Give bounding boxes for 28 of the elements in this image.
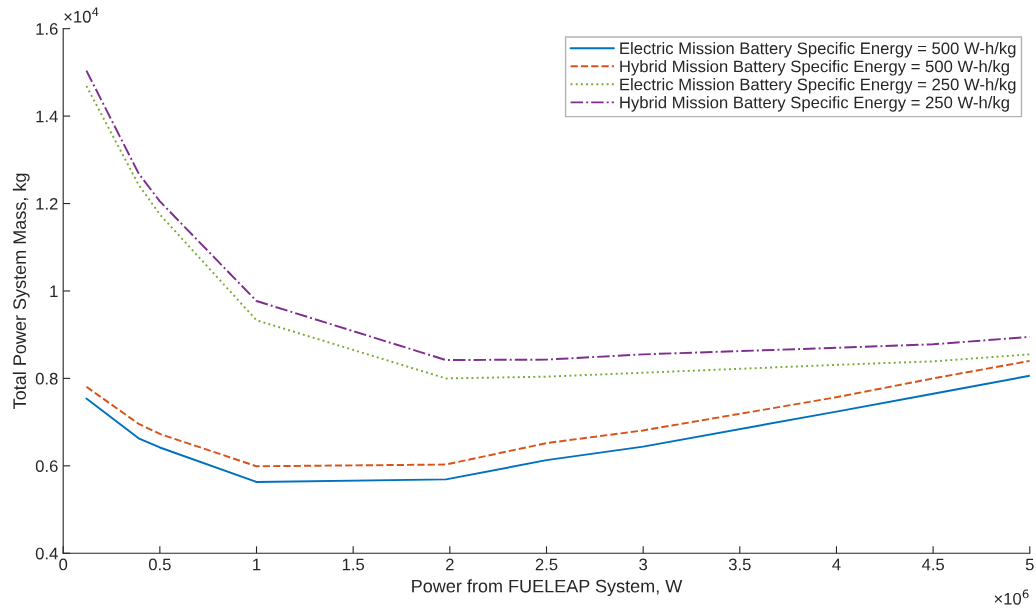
x-tick-label: 3 xyxy=(639,558,648,571)
text: ×10$^{4}$ xyxy=(64,7,99,23)
y-tick-label: 1.2 xyxy=(36,197,58,210)
legend-label: Electric Mission Battery Specific Energy = 250 W-h/kg xyxy=(620,78,1016,94)
x-tick-label: 4.5 xyxy=(921,558,945,571)
y-tick-label: 0.8 xyxy=(35,372,58,385)
x-tick-label: 1 xyxy=(253,558,261,571)
y-axis-title: Total Power System Mass, kg xyxy=(12,173,30,409)
text: ×10$^{6}$ xyxy=(994,589,1029,605)
x-axis-title: Power from FUELEAP System, W xyxy=(412,579,683,597)
x-tick-label: 2.5 xyxy=(535,558,558,571)
legend-label: Hybrid Mission Battery Specific Energy = 500 W-h/kg xyxy=(620,60,1009,76)
x-tick-label: 4 xyxy=(832,558,841,571)
x-tick-label: 0.5 xyxy=(148,558,171,571)
x-tick-label: 1.5 xyxy=(342,558,365,571)
x-tick-label: 5 xyxy=(1025,558,1034,571)
legend-label: Hybrid Mission Battery Specific Energy = 250 W-h/kg xyxy=(620,96,1009,112)
y-tick-label: 0.6 xyxy=(35,460,58,473)
x-tick-label: 0 xyxy=(59,558,68,571)
y-tick-label: 1.4 xyxy=(36,110,58,123)
x-tick-label: 3.5 xyxy=(728,558,751,571)
y-tick-label: 1.6 xyxy=(36,23,58,35)
legend-label: Electric Mission Battery Specific Energy = 500 W-h/kg xyxy=(620,42,1016,58)
line-series xyxy=(85,374,1030,483)
y-tick-label: 1 xyxy=(50,285,58,298)
y-tick-label: 0.4 xyxy=(35,547,58,560)
line-series xyxy=(85,359,1030,468)
x-tick-label: 2 xyxy=(446,558,454,571)
